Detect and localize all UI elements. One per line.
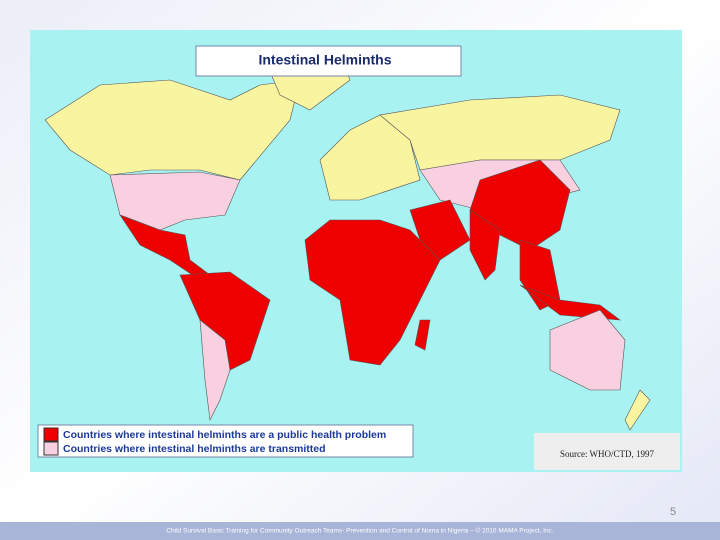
legend-swatch <box>43 441 59 456</box>
source: Source: WHO/CTD, 1997 <box>560 449 655 459</box>
legend-box <box>37 424 414 458</box>
source-box <box>534 433 680 470</box>
legend-label: Countries where intestinal helminths are… <box>63 443 326 455</box>
map-land <box>44 54 651 431</box>
page-number: 5 <box>670 506 676 518</box>
footer-bar <box>0 522 720 540</box>
footer-text: Child Survival Basic Training for Commun… <box>166 527 553 535</box>
map-title: Intestinal Helminths <box>258 52 391 68</box>
title-box <box>195 45 462 77</box>
legend-swatch <box>43 427 59 442</box>
legend-label: Countries where intestinal helminths are… <box>63 429 386 441</box>
